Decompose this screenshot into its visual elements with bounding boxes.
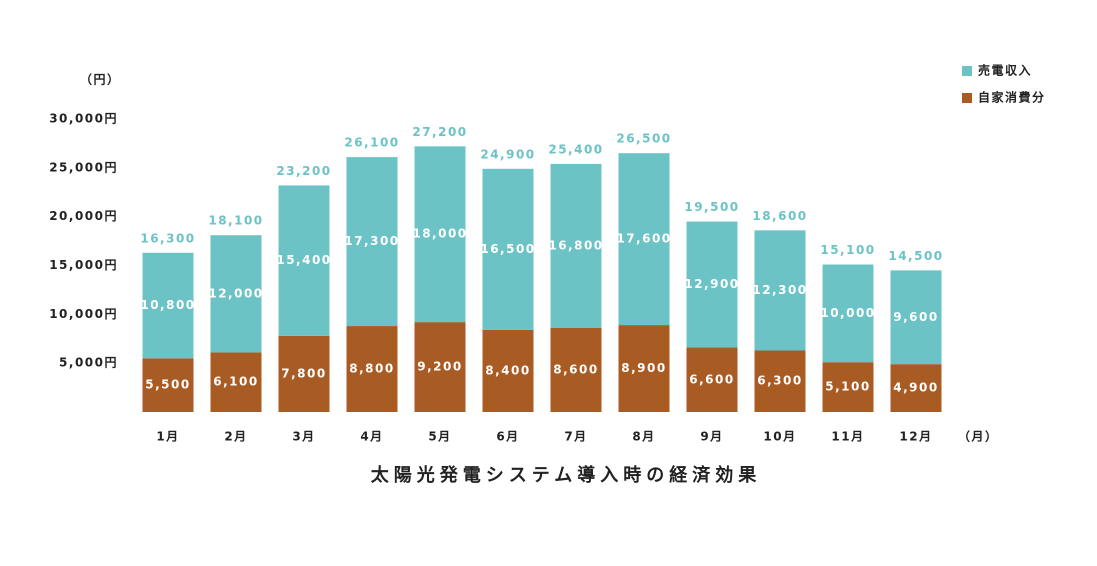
bar-segment <box>210 352 262 412</box>
data-label: 8,400 <box>485 363 530 377</box>
total-label: 27,200 <box>412 125 467 139</box>
data-label: 9,200 <box>417 360 462 374</box>
y-tick-label: 30,000円 <box>49 112 118 126</box>
data-label: 8,800 <box>349 362 394 376</box>
bar-segment <box>550 163 602 329</box>
data-label: 9,600 <box>893 310 938 324</box>
data-label: 17,600 <box>616 232 671 246</box>
data-label: 4,900 <box>893 381 938 395</box>
x-tick-label: 3月 <box>292 430 315 444</box>
data-label: 7,800 <box>281 366 326 380</box>
y-tick-label: 10,000円 <box>49 307 118 321</box>
bar-segment <box>890 270 942 365</box>
data-label: 6,600 <box>689 372 734 386</box>
legend-swatch <box>962 93 972 103</box>
bar-segment <box>754 230 806 351</box>
data-label: 10,800 <box>140 298 195 312</box>
data-label: 5,100 <box>825 380 870 394</box>
x-tick-label: 10月 <box>763 430 796 444</box>
total-label: 18,100 <box>208 214 263 228</box>
total-label: 15,100 <box>820 243 875 257</box>
bar-segment <box>142 252 194 359</box>
bar-segment <box>618 325 670 412</box>
data-label: 5,500 <box>145 378 190 392</box>
total-label: 25,400 <box>548 142 603 156</box>
chart-title: 太陽光発電システム導入時の経済効果 <box>371 464 761 486</box>
data-label: 18,000 <box>412 227 467 241</box>
data-label: 17,300 <box>344 234 399 248</box>
x-tick-label: 6月 <box>496 430 519 444</box>
bar-segment <box>414 322 466 412</box>
legend-label: 自家消費分 <box>978 90 1046 105</box>
y-tick-label: 5,000円 <box>59 356 118 370</box>
x-tick-label: 9月 <box>700 430 723 444</box>
bar-segment <box>210 235 262 353</box>
y-unit-label: （円） <box>80 72 121 87</box>
data-label: 6,100 <box>213 375 258 389</box>
x-unit-label: （月） <box>958 429 999 444</box>
bar-segment <box>482 329 534 412</box>
bar-segment <box>142 358 194 412</box>
bar-segment <box>346 157 398 327</box>
bar-segment <box>686 221 738 348</box>
bar-segment <box>822 362 874 412</box>
y-tick-label: 25,000円 <box>49 160 118 174</box>
data-label: 12,900 <box>684 277 739 291</box>
x-tick-label: 5月 <box>428 430 451 444</box>
bar-segment <box>686 347 738 412</box>
y-tick-label: 15,000円 <box>49 258 118 272</box>
total-label: 26,500 <box>616 132 671 146</box>
total-label: 26,100 <box>344 136 399 150</box>
y-tick-label: 20,000円 <box>49 209 118 223</box>
bar-segment <box>482 168 534 330</box>
data-label: 6,300 <box>757 374 802 388</box>
x-tick-label: 11月 <box>831 430 864 444</box>
data-label: 10,000 <box>820 306 875 320</box>
legend-swatch <box>962 66 972 76</box>
total-label: 24,900 <box>480 147 535 161</box>
data-label: 12,000 <box>208 286 263 300</box>
x-tick-label: 4月 <box>360 430 383 444</box>
data-label: 12,300 <box>752 283 807 297</box>
total-label: 19,500 <box>684 200 739 214</box>
bar-segment <box>822 264 874 363</box>
bar-segment <box>754 350 806 412</box>
bar-segment <box>550 328 602 412</box>
bar-segment <box>414 146 466 323</box>
data-label: 16,500 <box>480 242 535 256</box>
legend-label: 売電収入 <box>978 63 1032 78</box>
x-tick-label: 1月 <box>156 430 179 444</box>
bar-segment <box>618 153 670 326</box>
data-label: 8,900 <box>621 361 666 375</box>
total-label: 23,200 <box>276 164 331 178</box>
data-label: 8,600 <box>553 363 598 377</box>
total-label: 16,300 <box>140 231 195 245</box>
bar-segment <box>890 364 942 412</box>
bar-segment <box>346 326 398 412</box>
data-label: 15,400 <box>276 253 331 267</box>
x-tick-label: 12月 <box>899 430 932 444</box>
bar-segment <box>278 335 330 412</box>
x-tick-label: 7月 <box>564 430 587 444</box>
x-tick-label: 8月 <box>632 430 655 444</box>
x-tick-label: 2月 <box>224 430 247 444</box>
total-label: 18,600 <box>752 209 807 223</box>
data-label: 16,800 <box>548 238 603 252</box>
total-label: 14,500 <box>888 249 943 263</box>
bar-segment <box>278 185 330 336</box>
